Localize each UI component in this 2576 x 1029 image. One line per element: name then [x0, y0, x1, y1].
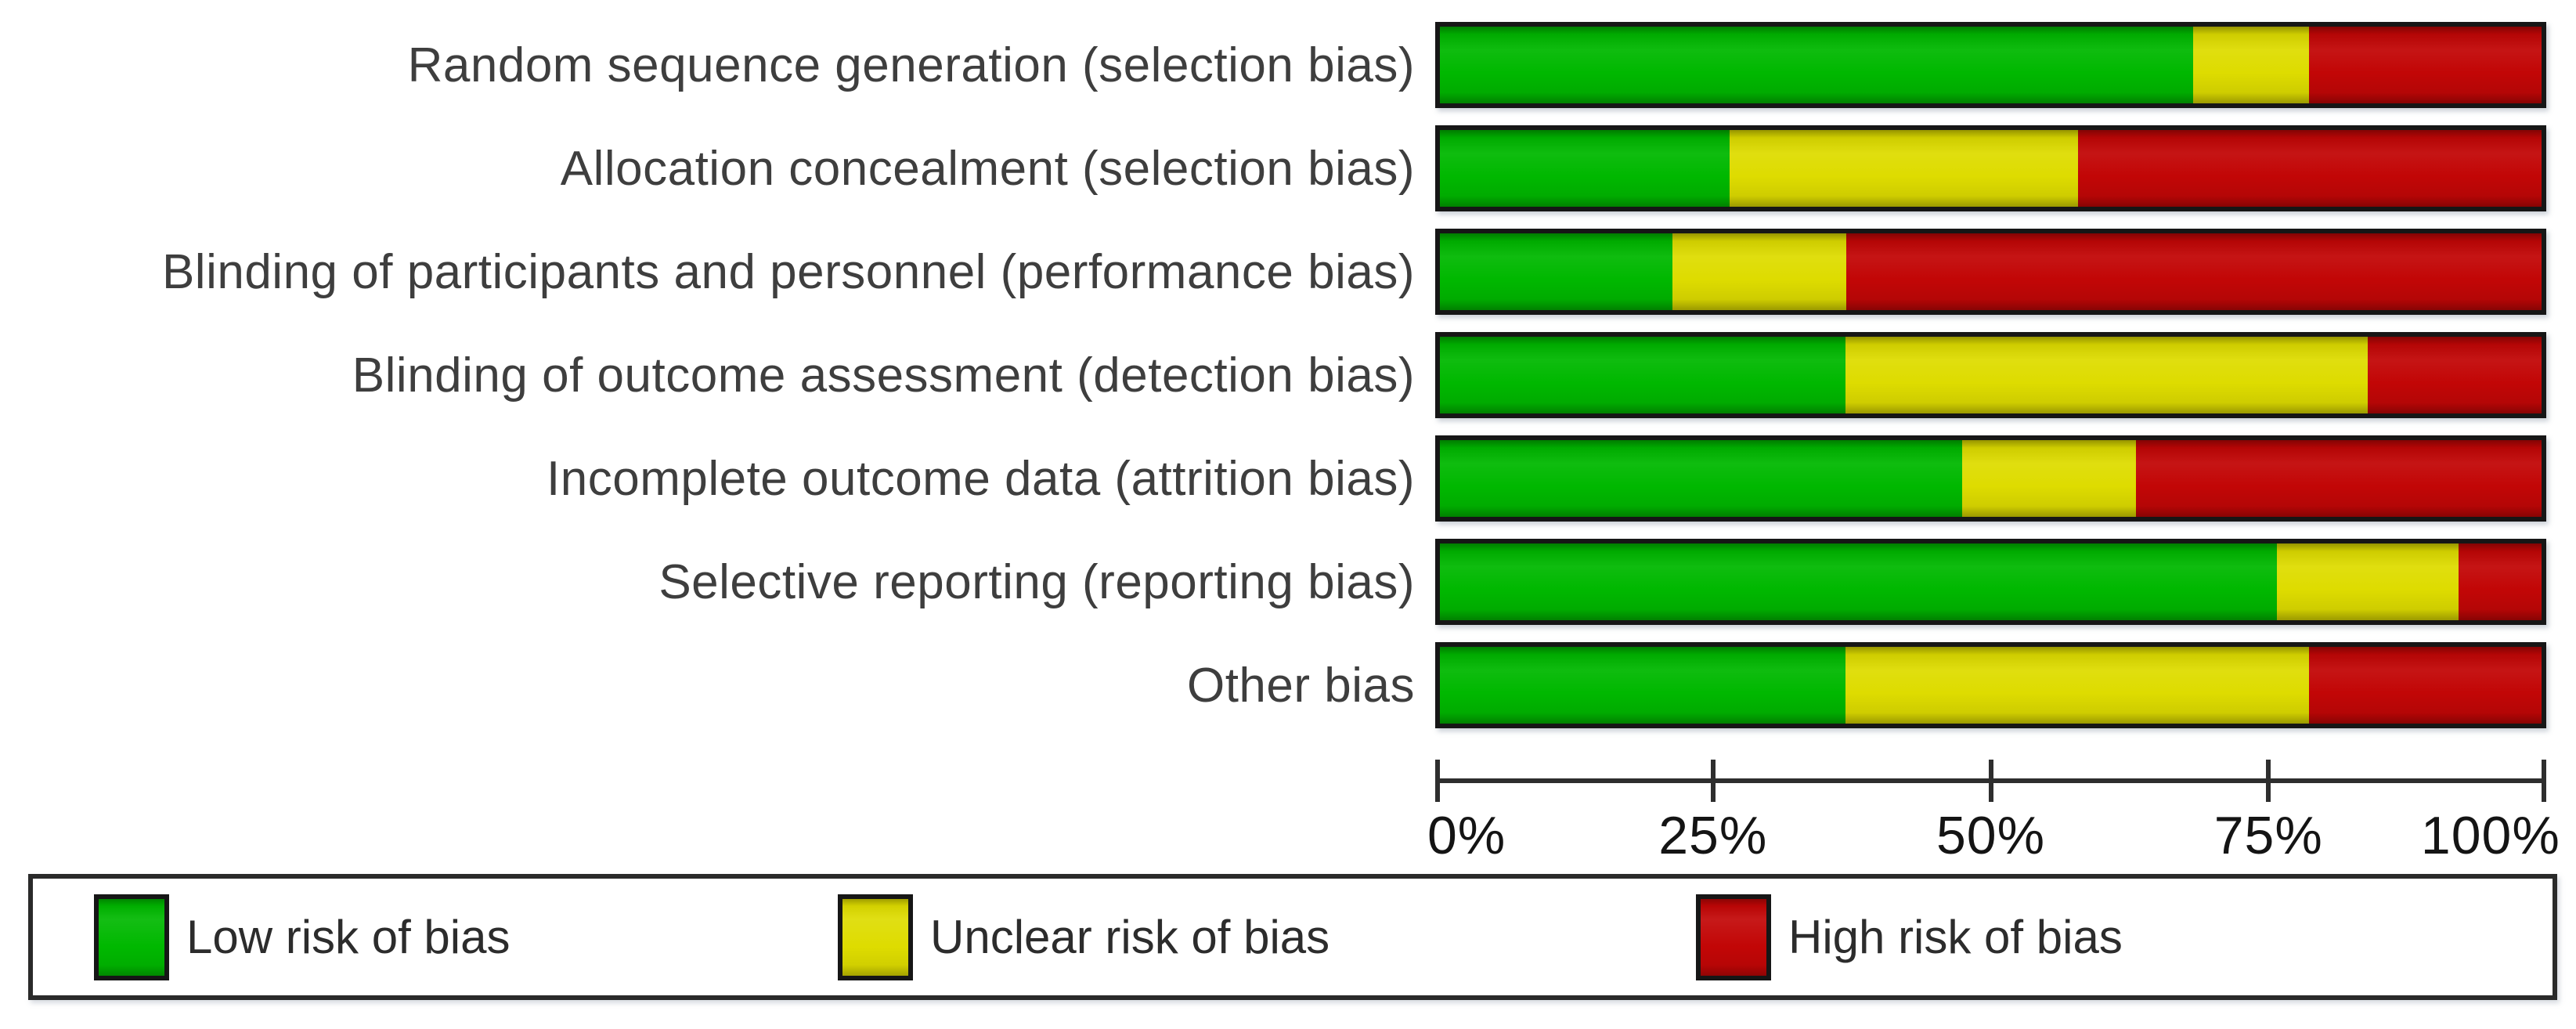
bar-segment-unclear-risk-of-bias	[1845, 337, 2368, 413]
stacked-bar	[1435, 229, 2546, 315]
x-axis: 0% 25% 50% 75% 100%	[1427, 760, 2560, 869]
bar-segment-low-risk-of-bias	[1440, 440, 1962, 517]
category-label: Allocation concealment (selection bias)	[560, 141, 1415, 196]
stacked-bar	[1435, 22, 2546, 108]
bar-segment-low-risk-of-bias	[1440, 27, 2194, 103]
bar-rows: Random sequence generation (selection bi…	[0, 22, 2546, 746]
legend-label: High risk of bias	[1788, 911, 2123, 963]
x-axis-tick-label: 25%	[1658, 806, 1768, 865]
x-axis-tick	[1988, 760, 1993, 802]
bar-segment-unclear-risk-of-bias	[1961, 440, 2137, 517]
stacked-bar	[1435, 539, 2546, 625]
x-axis-tick	[1710, 760, 1716, 802]
bar-segment-low-risk-of-bias	[1440, 233, 1672, 310]
x-axis-tick-label: 75%	[2213, 806, 2323, 865]
x-axis-tick	[2542, 760, 2546, 802]
chart-row: Other bias	[0, 642, 2546, 728]
bar-segment-unclear-risk-of-bias	[2193, 27, 2310, 103]
bar-segment-high-risk-of-bias	[2136, 440, 2542, 517]
x-axis-tick	[2266, 760, 2271, 802]
x-axis-tick-label: 100%	[2420, 806, 2560, 865]
category-label: Incomplete outcome data (attrition bias)	[547, 451, 1415, 506]
legend-swatch-unclear-risk-of-bias	[838, 894, 913, 980]
bar-segment-low-risk-of-bias	[1440, 337, 1845, 413]
legend-entry-unclear-risk-of-bias: Unclear risk of bias	[838, 879, 1329, 995]
chart-row: Random sequence generation (selection bi…	[0, 22, 2546, 108]
chart-row: Allocation concealment (selection bias)	[0, 125, 2546, 211]
stacked-bar	[1435, 332, 2546, 418]
bar-segment-high-risk-of-bias	[2459, 543, 2542, 620]
category-label: Random sequence generation (selection bi…	[407, 38, 1415, 92]
x-axis-tick	[1435, 760, 1440, 802]
category-label: Blinding of participants and personnel (…	[161, 244, 1415, 299]
chart-row: Incomplete outcome data (attrition bias)	[0, 435, 2546, 522]
bar-segment-high-risk-of-bias	[2309, 647, 2542, 724]
category-label: Blinding of outcome assessment (detectio…	[352, 348, 1415, 403]
bar-segment-low-risk-of-bias	[1440, 647, 1845, 724]
chart-row: Blinding of outcome assessment (detectio…	[0, 332, 2546, 418]
stacked-bar	[1435, 642, 2546, 728]
bar-segment-unclear-risk-of-bias	[1845, 647, 2310, 724]
bar-segment-unclear-risk-of-bias	[2277, 543, 2459, 620]
bar-segment-high-risk-of-bias	[2367, 337, 2542, 413]
legend-swatch-low-risk-of-bias	[94, 894, 169, 980]
bar-segment-unclear-risk-of-bias	[1672, 233, 1847, 310]
chart-row: Blinding of participants and personnel (…	[0, 229, 2546, 315]
legend-swatch-high-risk-of-bias	[1696, 894, 1771, 980]
legend-label: Unclear risk of bias	[930, 911, 1330, 963]
stacked-bar	[1435, 125, 2546, 211]
bar-segment-high-risk-of-bias	[1846, 233, 2542, 310]
legend-entry-high-risk-of-bias: High risk of bias	[1696, 879, 2123, 995]
chart-row: Selective reporting (reporting bias)	[0, 539, 2546, 625]
bar-segment-high-risk-of-bias	[2077, 130, 2542, 207]
category-label: Other bias	[1186, 658, 1415, 713]
legend-label: Low risk of bias	[186, 911, 511, 963]
legend-entry-low-risk-of-bias: Low risk of bias	[94, 879, 511, 995]
bar-segment-low-risk-of-bias	[1440, 543, 2278, 620]
bar-segment-unclear-risk-of-bias	[1730, 130, 2078, 207]
x-axis-tick-label: 0%	[1427, 806, 1506, 865]
x-axis-tick-label: 50%	[1936, 806, 2046, 865]
stacked-bar	[1435, 435, 2546, 522]
category-label: Selective reporting (reporting bias)	[658, 554, 1415, 609]
bar-segment-high-risk-of-bias	[2309, 27, 2542, 103]
bar-segment-low-risk-of-bias	[1440, 130, 1730, 207]
legend-box: Low risk of bias Unclear risk of bias High…	[28, 874, 2557, 1000]
